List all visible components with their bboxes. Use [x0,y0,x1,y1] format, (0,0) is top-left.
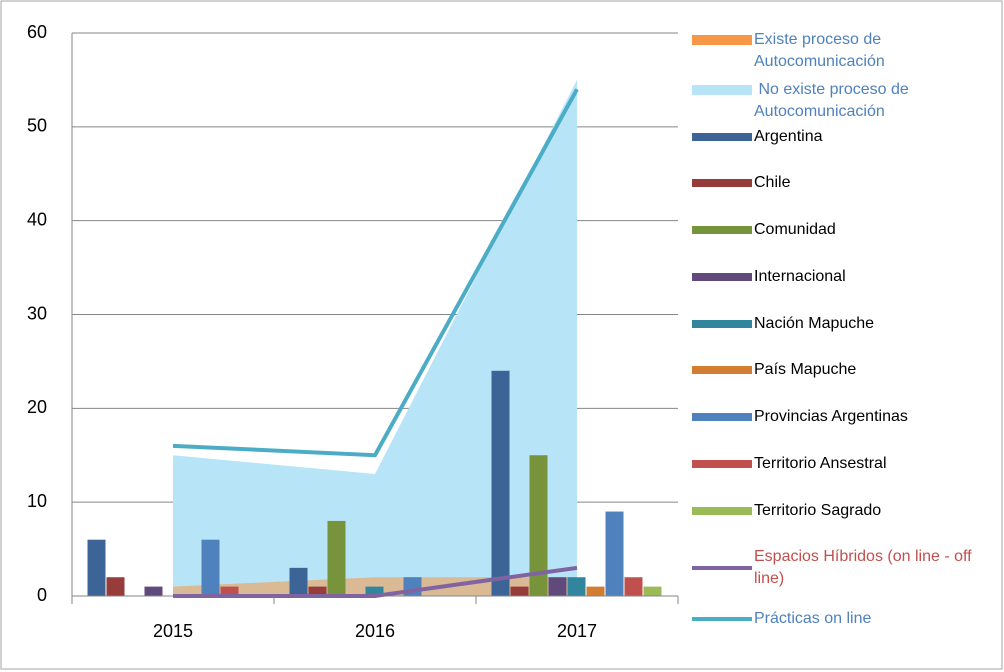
x-tick-label: 2016 [355,621,395,641]
legend-label: País Mapuche [754,361,857,378]
legend-label: Territorio Sagrado [754,502,882,519]
legend-label: Argentina [754,128,823,145]
y-tick-label: 50 [27,116,47,136]
y-tick-label: 40 [27,209,47,229]
legend-swatch [692,366,752,374]
legend-label: Chile [754,174,791,191]
legend-swatch [692,507,752,515]
line [172,88,579,458]
legend-swatch [692,35,752,45]
y-tick-label: 0 [37,585,47,605]
bar [327,520,346,596]
legend-label: Nación Mapuche [754,315,875,332]
bar [567,577,586,596]
legend-swatch [692,179,752,187]
legend-label: Comunidad [754,221,836,238]
legend-label: No existe proceso de Autocomunicación [754,81,913,120]
bar [106,577,125,596]
legend-swatch [692,133,752,141]
legend-label: Internacional [754,268,846,285]
bar [605,511,624,596]
bar [87,539,106,596]
bar [624,577,643,596]
legend-label: Prácticas on line [754,610,872,627]
legend-swatch [692,320,752,328]
legend-swatch [692,460,752,468]
y-tick-label: 10 [27,491,47,511]
bar [308,586,327,596]
legend-swatch [692,413,752,421]
x-tick-label: 2017 [557,621,597,641]
legend-swatch [692,226,752,234]
y-tick-label: 60 [27,22,47,42]
legend-label: Territorio Ansestral [754,455,887,472]
y-tick-label: 30 [27,303,47,323]
line [173,565,578,598]
bar [586,586,605,596]
bar [365,586,384,596]
legend-swatch [692,273,752,281]
bar [548,577,567,596]
legend-swatch [692,85,752,95]
bar [529,455,548,596]
y-tick-label: 20 [27,397,47,417]
area [173,79,577,596]
legend-label: Existe proceso de Autocomunicación [754,31,885,70]
bar [144,586,163,596]
bar [289,567,308,596]
bar [220,586,239,596]
legend-label: Espacios Híbridos (on line - off line) [754,548,977,587]
bar [510,586,529,596]
bar [201,539,220,596]
bar [643,586,662,596]
bar [491,370,510,596]
legend-label: Provincias Argentinas [754,408,908,425]
x-tick-label: 2015 [153,621,193,641]
